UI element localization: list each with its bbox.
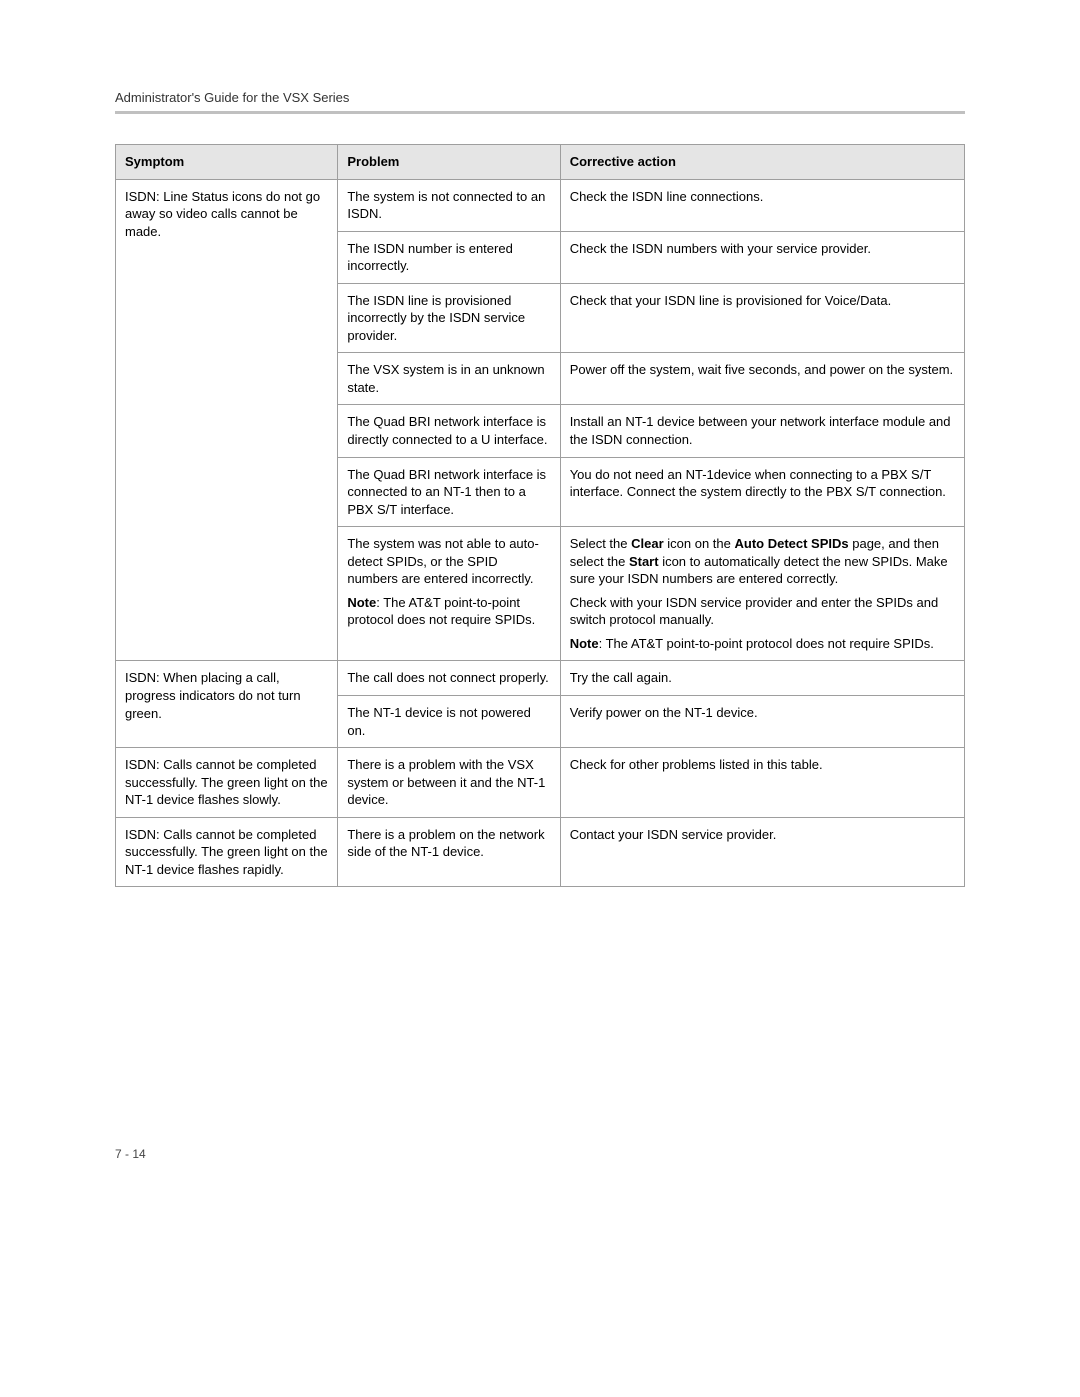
table-row: ISDN: Calls cannot be completed successf… (116, 817, 965, 887)
note-label: Note (347, 595, 376, 610)
action-cell: Select the Clear icon on the Auto Detect… (560, 527, 964, 661)
problem-cell: The ISDN line is provisioned incorrectly… (338, 283, 560, 353)
note-label: Note (570, 636, 599, 651)
action-text: Check with your ISDN service provider an… (570, 594, 955, 629)
action-cell: Try the call again. (560, 661, 964, 696)
doc-header-title: Administrator's Guide for the VSX Series (115, 90, 965, 105)
action-cell: Install an NT-1 device between your netw… (560, 405, 964, 457)
problem-cell: The Quad BRI network interface is direct… (338, 405, 560, 457)
action-cell: Check the ISDN numbers with your service… (560, 231, 964, 283)
symptom-cell: ISDN: When placing a call, progress indi… (116, 661, 338, 748)
table-row: ISDN: Calls cannot be completed successf… (116, 748, 965, 818)
col-action: Corrective action (560, 145, 964, 180)
table-row: ISDN: Line Status icons do not go away s… (116, 179, 965, 231)
document-page: Administrator's Guide for the VSX Series… (0, 0, 1080, 1201)
problem-cell: There is a problem with the VSX system o… (338, 748, 560, 818)
problem-cell: The VSX system is in an unknown state. (338, 353, 560, 405)
table-header-row: Symptom Problem Corrective action (116, 145, 965, 180)
problem-cell: The call does not connect properly. (338, 661, 560, 696)
action-cell: Check for other problems listed in this … (560, 748, 964, 818)
action-cell: Contact your ISDN service provider. (560, 817, 964, 887)
problem-cell: The ISDN number is entered incorrectly. (338, 231, 560, 283)
header-rule (115, 111, 965, 114)
action-cell: You do not need an NT-1device when conne… (560, 457, 964, 527)
table-row: ISDN: When placing a call, progress indi… (116, 661, 965, 696)
problem-cell: The system is not connected to an ISDN. (338, 179, 560, 231)
col-symptom: Symptom (116, 145, 338, 180)
problem-cell: The system was not able to auto-detect S… (338, 527, 560, 661)
symptom-cell: ISDN: Calls cannot be completed successf… (116, 817, 338, 887)
note-text: : The AT&T point-to-point protocol does … (599, 636, 934, 651)
col-problem: Problem (338, 145, 560, 180)
problem-text: The system was not able to auto-detect S… (347, 535, 550, 588)
problem-cell: There is a problem on the network side o… (338, 817, 560, 887)
problem-cell: The NT-1 device is not powered on. (338, 696, 560, 748)
symptom-cell: ISDN: Calls cannot be completed successf… (116, 748, 338, 818)
action-cell: Power off the system, wait five seconds,… (560, 353, 964, 405)
symptom-cell: ISDN: Line Status icons do not go away s… (116, 179, 338, 661)
problem-cell: The Quad BRI network interface is connec… (338, 457, 560, 527)
note-text: : The AT&T point-to-point protocol does … (347, 595, 535, 628)
action-text: Select the Clear icon on the Auto Detect… (570, 535, 955, 588)
problem-note: Note: The AT&T point-to-point protocol d… (347, 594, 550, 629)
action-note: Note: The AT&T point-to-point protocol d… (570, 635, 955, 653)
action-cell: Check that your ISDN line is provisioned… (560, 283, 964, 353)
action-cell: Check the ISDN line connections. (560, 179, 964, 231)
troubleshooting-table: Symptom Problem Corrective action ISDN: … (115, 144, 965, 887)
page-number: 7 - 14 (115, 1147, 965, 1161)
action-cell: Verify power on the NT-1 device. (560, 696, 964, 748)
